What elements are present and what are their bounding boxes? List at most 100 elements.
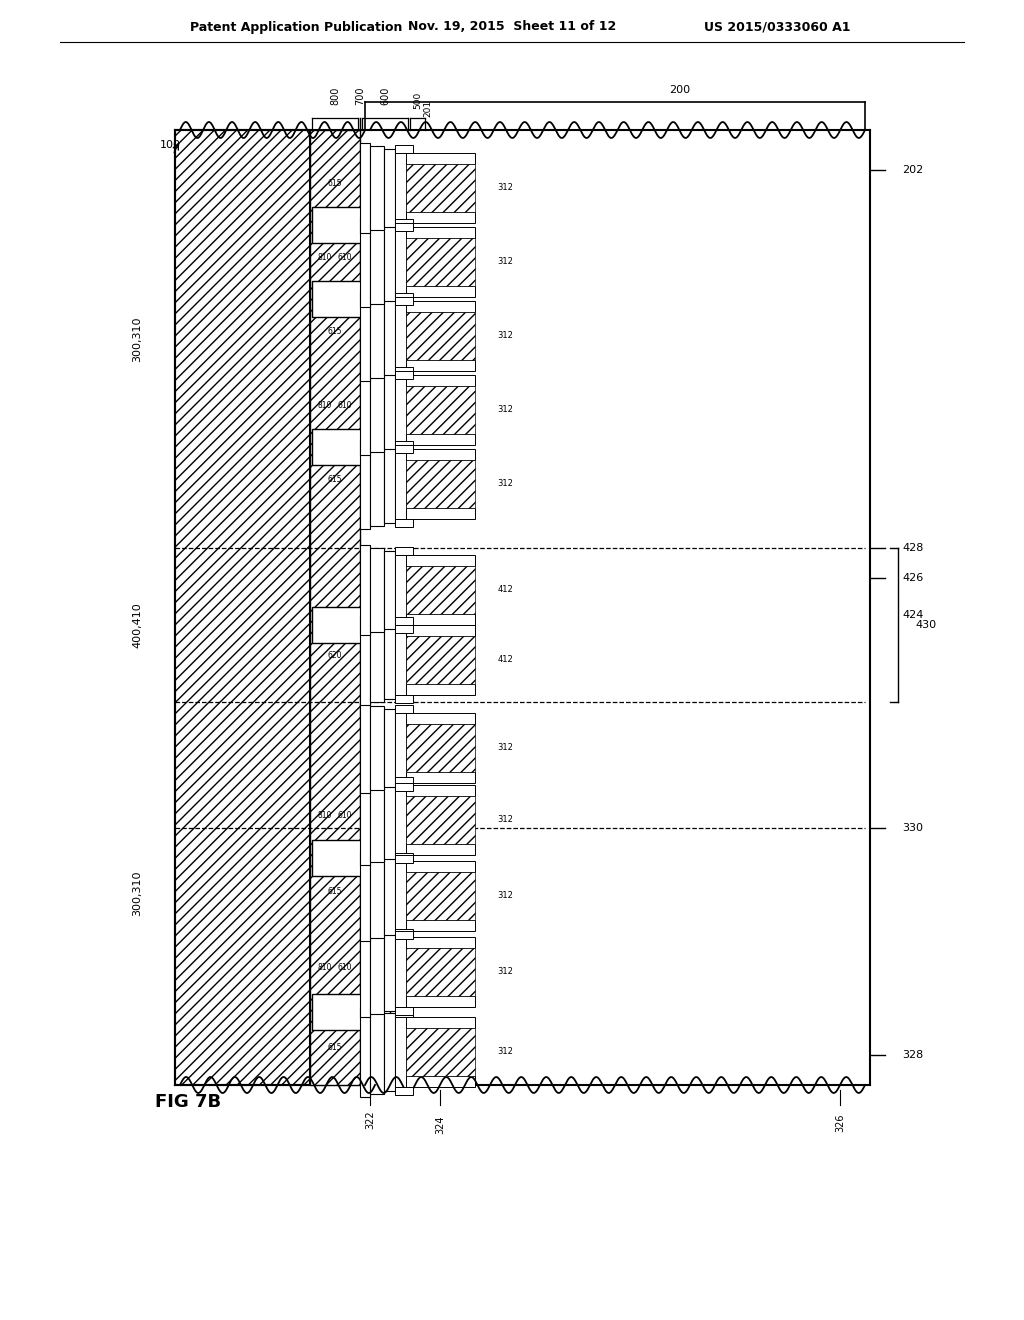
Bar [360, 775, 370, 865]
Bar [395, 554, 475, 566]
Text: 424: 424 [902, 610, 924, 620]
Bar [384, 550, 395, 630]
Text: 615: 615 [328, 474, 342, 483]
Text: 422: 422 [360, 578, 370, 593]
Bar [395, 519, 413, 527]
Bar [395, 145, 413, 153]
Bar [360, 216, 370, 308]
Text: 418: 418 [385, 649, 394, 663]
Text: 322: 322 [360, 325, 370, 339]
Text: 201: 201 [424, 99, 432, 116]
Text: 422: 422 [360, 649, 370, 663]
Text: 316: 316 [418, 276, 427, 290]
Text: 318: 318 [385, 399, 394, 413]
Bar [360, 1007, 370, 1097]
Text: 810: 810 [318, 400, 333, 409]
Bar [384, 297, 395, 375]
Text: 322: 322 [360, 399, 370, 413]
Bar [395, 153, 406, 223]
Bar [406, 636, 475, 684]
Bar [395, 301, 475, 312]
Text: 418: 418 [385, 578, 394, 593]
Bar [395, 367, 413, 375]
Bar [310, 129, 360, 1085]
Bar [395, 920, 475, 931]
Text: FIG 7B: FIG 7B [155, 1093, 221, 1111]
Bar [395, 227, 475, 238]
Bar [370, 442, 384, 525]
Text: 810: 810 [318, 252, 333, 261]
Text: 300,310: 300,310 [132, 317, 142, 362]
Text: 100: 100 [160, 140, 181, 150]
Bar [370, 618, 384, 702]
Bar [370, 147, 384, 230]
Bar [395, 624, 413, 634]
Text: 414: 414 [438, 673, 447, 688]
Text: 316: 316 [418, 201, 427, 215]
Bar [395, 931, 413, 939]
Bar [395, 1008, 413, 1016]
Text: 312: 312 [497, 1048, 513, 1056]
Bar [406, 948, 475, 997]
Text: 320: 320 [373, 251, 382, 265]
Text: 420: 420 [373, 648, 382, 663]
Bar [384, 620, 395, 700]
Text: 322: 322 [360, 473, 370, 487]
Bar [395, 1007, 413, 1015]
Bar [395, 777, 413, 785]
Text: 700: 700 [355, 87, 365, 106]
Text: 810: 810 [318, 810, 333, 820]
Text: 430: 430 [915, 620, 936, 630]
Text: 320: 320 [373, 177, 382, 191]
Text: Nov. 19, 2015  Sheet 11 of 12: Nov. 19, 2015 Sheet 11 of 12 [408, 21, 616, 33]
Bar [406, 312, 475, 360]
Bar [360, 143, 370, 234]
Bar [312, 207, 390, 243]
Bar [395, 1016, 475, 1028]
Bar [360, 927, 370, 1016]
Bar [360, 545, 370, 635]
Text: 312: 312 [497, 257, 513, 267]
Bar [395, 785, 475, 796]
Text: 610: 610 [338, 400, 352, 409]
Text: 314: 314 [438, 498, 447, 512]
Bar [395, 783, 413, 791]
Bar [395, 855, 413, 863]
Bar [395, 301, 406, 371]
Bar [395, 1016, 406, 1086]
Bar [395, 223, 413, 231]
Text: 314: 314 [438, 1065, 447, 1080]
Bar [406, 385, 475, 434]
Text: 615: 615 [328, 178, 342, 187]
Text: 322: 322 [360, 961, 370, 975]
Bar [360, 615, 370, 705]
Text: 800: 800 [330, 87, 340, 106]
Bar [384, 445, 395, 523]
Bar [406, 796, 475, 843]
Text: 412: 412 [497, 656, 513, 664]
Text: 316: 316 [418, 909, 427, 924]
Bar [370, 854, 384, 939]
Text: 426: 426 [902, 573, 924, 583]
Text: Patent Application Publication: Patent Application Publication [190, 21, 402, 33]
Bar [384, 781, 395, 859]
Bar [395, 937, 475, 948]
Bar [406, 873, 475, 920]
Text: 320: 320 [373, 809, 382, 824]
Text: 314: 314 [438, 833, 447, 847]
Text: 615: 615 [328, 326, 342, 335]
Bar [395, 441, 413, 449]
Text: 320: 320 [373, 737, 382, 751]
Text: 322: 322 [365, 1110, 375, 1130]
Bar [395, 360, 475, 371]
Bar [395, 286, 475, 297]
Text: 318: 318 [385, 737, 394, 751]
Text: 316: 316 [418, 985, 427, 999]
Bar [406, 238, 475, 286]
Bar [384, 709, 395, 787]
Bar [406, 1028, 475, 1076]
Bar [384, 371, 395, 449]
Text: 312: 312 [497, 891, 513, 900]
Bar [384, 1012, 395, 1092]
Text: 322: 322 [360, 884, 370, 899]
